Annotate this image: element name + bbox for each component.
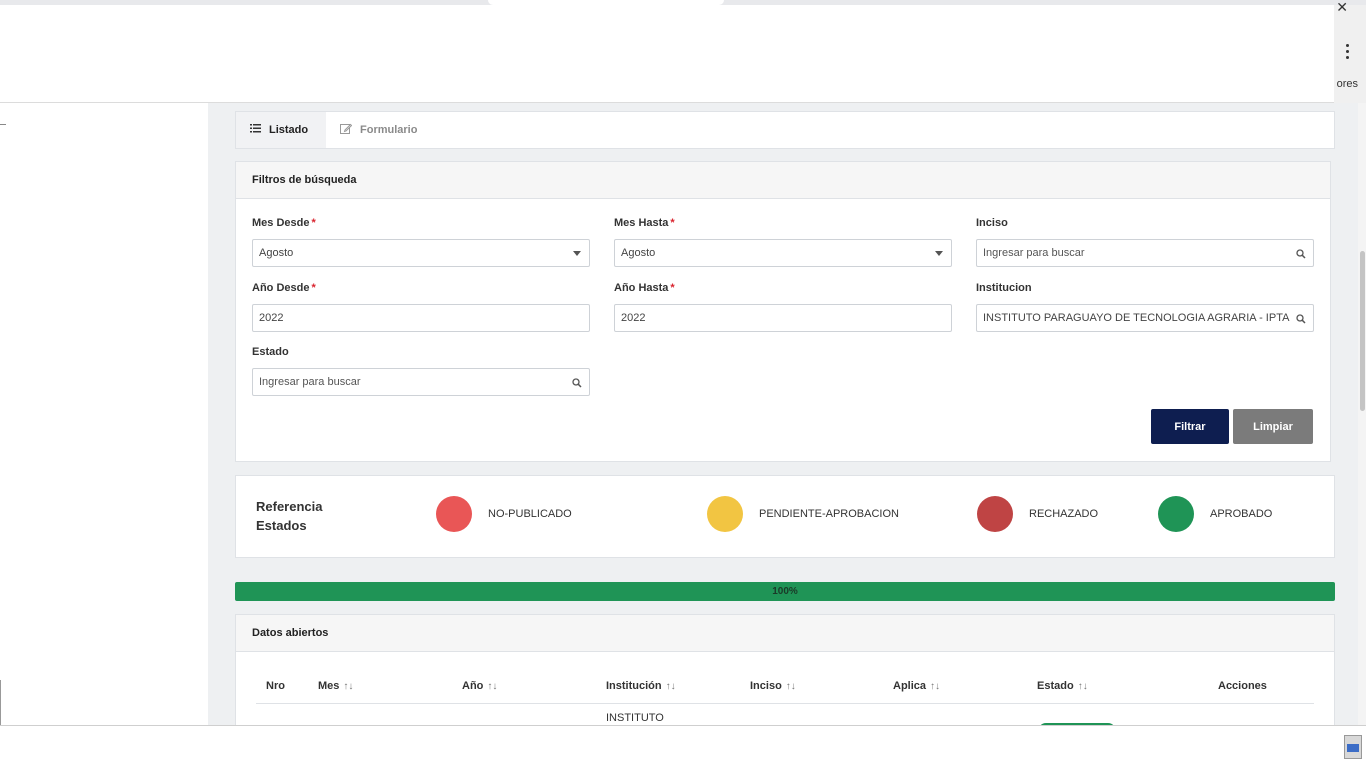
table-row-institution: INSTITUTO [606,712,664,724]
filters-title: Filtros de búsqueda [236,162,1330,199]
sort-icon: ↑↓ [487,681,498,692]
mes-hasta-label: Mes Hasta * [614,217,675,229]
mes-desde-select[interactable]: Agosto [252,239,590,267]
institucion-label: Institucion [976,282,1032,294]
estado-label: Estado [252,346,289,358]
search-icon [1296,249,1306,259]
legend-item-no-publicado: NO-PUBLICADO [436,496,572,532]
sort-icon: ↑↓ [1077,681,1088,692]
column-header-mes[interactable]: Mes ↑↓ [318,680,354,692]
legend-item-pendiente-aprobacion: PENDIENTE-APROBACION [707,496,899,532]
page-scrollbar[interactable] [1358,103,1366,725]
view-tabs: Listado Formulario [235,111,1335,149]
legend-item-aprobado: APROBADO [1158,496,1272,532]
header-user-text: ores [1336,78,1358,90]
status-dot-icon [977,496,1013,532]
divider [0,680,1,725]
progress-fill: 100% [235,582,1335,601]
filter-button[interactable]: Filtrar [1151,409,1229,444]
column-header-institucion[interactable]: Institución ↑↓ [606,680,676,692]
chevron-down-icon [935,251,943,256]
column-header-nro: Nro [266,680,285,692]
window-close-icon[interactable]: ✕ [1336,0,1348,15]
status-legend: Referencia Estados NO-PUBLICADO PENDIENT… [235,475,1335,558]
tab-listado[interactable]: Listado [236,112,326,148]
sort-icon: ↑↓ [665,681,676,692]
scrollbar-thumb[interactable] [1360,251,1365,411]
sort-icon: ↑↓ [930,681,941,692]
browser-tab-strip [0,0,1366,5]
open-data-title: Datos abiertos [236,615,1334,652]
inciso-search-input[interactable]: Ingresar para buscar [976,239,1314,267]
page-header [0,5,1366,103]
anio-desde-label: Año Desde * [252,282,316,294]
status-dot-icon [436,496,472,532]
estado-search-input[interactable]: Ingresar para buscar [252,368,590,396]
sort-icon: ↑↓ [785,681,796,692]
column-header-anio[interactable]: Año ↑↓ [462,680,498,692]
anio-desde-input[interactable]: 2022 [252,304,590,332]
sidebar-marker [0,124,6,125]
edit-icon [340,123,353,138]
tab-formulario[interactable]: Formulario [340,112,417,148]
progress-bar: 100% [235,582,1335,601]
active-browser-tab[interactable] [488,0,724,5]
search-icon [572,378,582,388]
sidebar [0,103,208,768]
legend-title: Referencia Estados [256,499,323,533]
column-header-acciones: Acciones [1218,680,1267,692]
list-icon [250,124,261,136]
bottom-bar [0,725,1366,768]
kebab-menu-icon[interactable] [1344,44,1350,62]
search-icon [1296,314,1306,324]
table-header: Nro Mes ↑↓ Año ↑↓ Institución ↑↓ Inciso ↑↓ A… [256,667,1314,704]
tab-listado-label: Listado [269,124,309,136]
legend-item-rechazado: RECHAZADO [977,496,1098,532]
status-dot-icon [707,496,743,532]
header-side-strip [1334,5,1366,103]
anio-hasta-label: Año Hasta * [614,282,675,294]
status-dot-icon [1158,496,1194,532]
anio-hasta-input[interactable]: 2022 [614,304,952,332]
search-filters-panel: Filtros de búsqueda Mes Desde * Agosto Me… [235,161,1331,462]
tab-formulario-label: Formulario [360,124,418,136]
column-header-aplica[interactable]: Aplica ↑↓ [893,680,941,692]
taskbar-app-icon[interactable] [1344,735,1362,759]
sort-icon: ↑↓ [343,681,354,692]
institucion-search-input[interactable]: INSTITUTO PARAGUAYO DE TECNOLOGIA AGRARI… [976,304,1314,332]
clear-button[interactable]: Limpiar [1233,409,1313,444]
mes-desde-label: Mes Desde * [252,217,316,229]
column-header-estado[interactable]: Estado ↑↓ [1037,680,1088,692]
chevron-down-icon [573,251,581,256]
column-header-inciso[interactable]: Inciso ↑↓ [750,680,796,692]
inciso-label: Inciso [976,217,1008,229]
mes-hasta-select[interactable]: Agosto [614,239,952,267]
